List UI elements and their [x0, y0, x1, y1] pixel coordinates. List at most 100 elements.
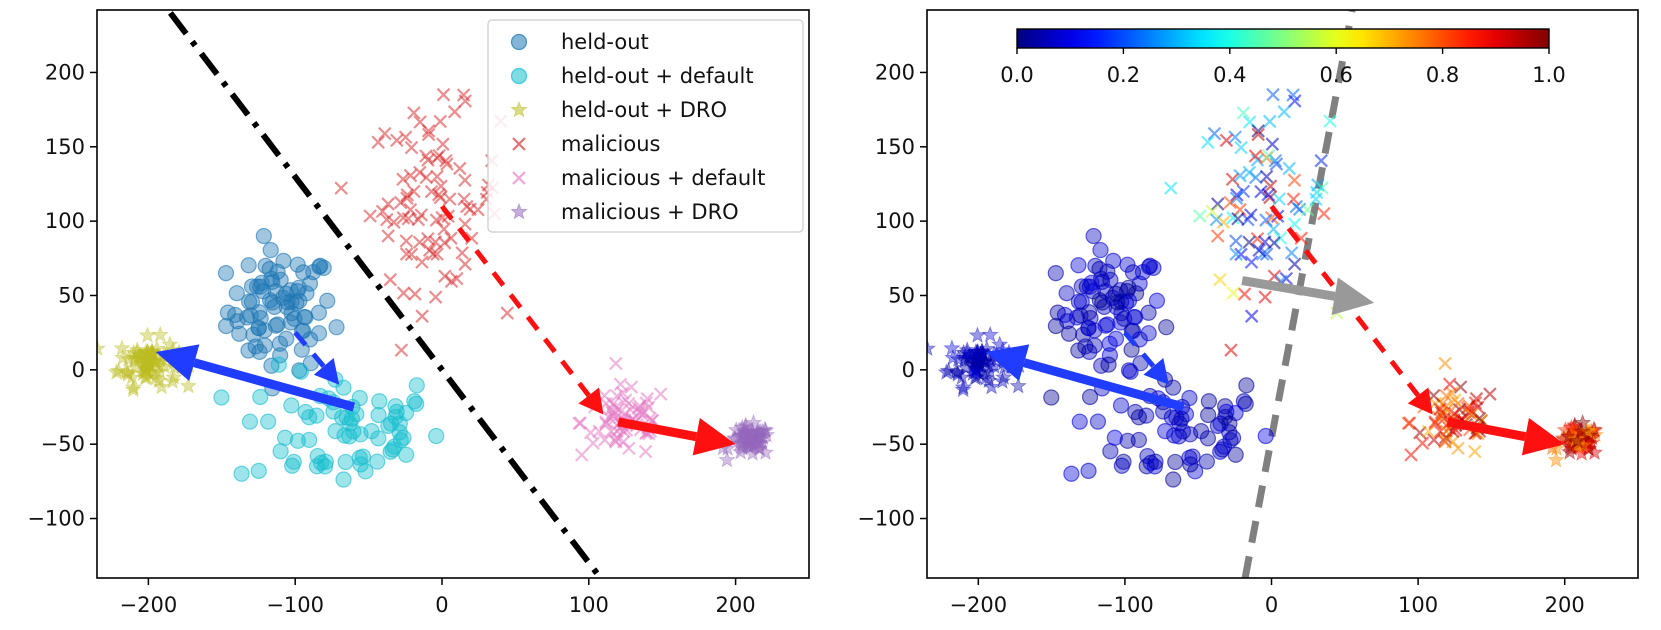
data-point: [1579, 433, 1597, 451]
data-point: [750, 433, 768, 451]
data-point: [1555, 430, 1573, 447]
data-point: [1085, 227, 1102, 245]
data-point: [1242, 165, 1257, 180]
data-point: [143, 342, 161, 359]
data-point: [1259, 247, 1274, 261]
data-point: [136, 368, 154, 386]
data-point: [967, 353, 985, 371]
data-point: [1233, 168, 1247, 183]
data-point: [1234, 140, 1248, 155]
data-point: [135, 357, 153, 375]
data-point: [1563, 439, 1581, 457]
data-point: [757, 425, 776, 443]
data-point: [317, 453, 334, 470]
data-point: [139, 343, 157, 360]
data-point: [1071, 413, 1088, 430]
data-point: [1556, 421, 1574, 438]
data-point: [383, 272, 398, 287]
data-point: [179, 376, 198, 394]
data-point: [458, 257, 472, 271]
data-point: [1209, 212, 1224, 227]
data-point: [354, 448, 372, 465]
data-point: [422, 243, 437, 258]
data-point: [1146, 458, 1163, 475]
data-point: [740, 431, 758, 448]
data-point: [1099, 316, 1116, 333]
data-point: [144, 343, 162, 361]
data-point: [1265, 137, 1280, 151]
data-point: [1219, 133, 1234, 148]
data-point: [1433, 402, 1447, 416]
data-point: [967, 362, 985, 379]
data-point: [444, 274, 459, 289]
data-point: [742, 437, 760, 455]
data-point: [739, 431, 757, 449]
x-tick-label: −100: [1096, 593, 1154, 617]
data-point: [1091, 292, 1108, 309]
data-point: [1568, 436, 1586, 453]
data-point: [1130, 409, 1147, 426]
data-point: [399, 234, 414, 248]
data-point: [1207, 126, 1222, 141]
data-point: [1201, 135, 1215, 150]
data-point: [1577, 423, 1596, 440]
y-tick-label: −50: [871, 432, 915, 456]
data-point: [137, 360, 155, 378]
legend: held-out held-out + default held-out + DRO…: [487, 19, 804, 233]
data-point: [363, 209, 377, 223]
data-point: [751, 426, 769, 444]
data-point: [624, 380, 639, 394]
data-point: [1184, 448, 1201, 465]
y-tick-label: 150: [45, 135, 85, 159]
data-point: [292, 363, 309, 380]
data-point: [1567, 430, 1585, 447]
data-point: [957, 358, 975, 376]
data-point: [437, 236, 452, 250]
data-point: [138, 342, 157, 360]
data-point: [635, 407, 650, 422]
data-point: [586, 436, 600, 450]
data-point: [442, 192, 457, 206]
data-point: [742, 430, 760, 448]
data-point: [1314, 153, 1329, 168]
data-point: [1119, 432, 1136, 449]
data-point: [995, 368, 1013, 385]
y-tick-label: −100: [27, 507, 85, 531]
data-point: [460, 199, 474, 214]
data-point: [291, 292, 308, 309]
data-point: [1235, 393, 1252, 410]
data-point: [757, 421, 775, 439]
data-point: [1464, 407, 1479, 422]
data-point: [753, 434, 771, 451]
y-tick-label: −100: [857, 507, 915, 531]
data-point: [756, 443, 775, 461]
data-point: [146, 353, 164, 371]
data-point: [1580, 426, 1599, 444]
arrow-3-head: [578, 387, 604, 415]
data-point: [613, 377, 628, 392]
data-point: [944, 348, 962, 366]
data-point: [966, 355, 984, 372]
data-point: [240, 257, 257, 274]
data-point: [1200, 393, 1218, 410]
left-panel: −200 −100 0 100 200 −100 −50 0 50 100 150 200 held-o…: [27, 9, 810, 617]
data-point: [1213, 272, 1227, 287]
data-point: [1251, 124, 1265, 138]
data-point: [1082, 309, 1099, 327]
data-point: [293, 341, 310, 358]
data-point: [1563, 426, 1581, 443]
data-point: [1565, 418, 1584, 435]
data-point: [1571, 430, 1589, 448]
data-point: [974, 364, 993, 381]
data-point: [406, 393, 423, 410]
data-point: [1277, 105, 1291, 119]
data-point: [134, 364, 152, 382]
data-point: [1582, 422, 1600, 440]
data-point: [1047, 265, 1064, 282]
data-point: [227, 306, 244, 324]
data-point: [949, 365, 967, 382]
data-point: [1577, 434, 1595, 452]
data-point: [261, 292, 279, 309]
data-point: [609, 356, 623, 371]
data-point: [1106, 429, 1123, 446]
